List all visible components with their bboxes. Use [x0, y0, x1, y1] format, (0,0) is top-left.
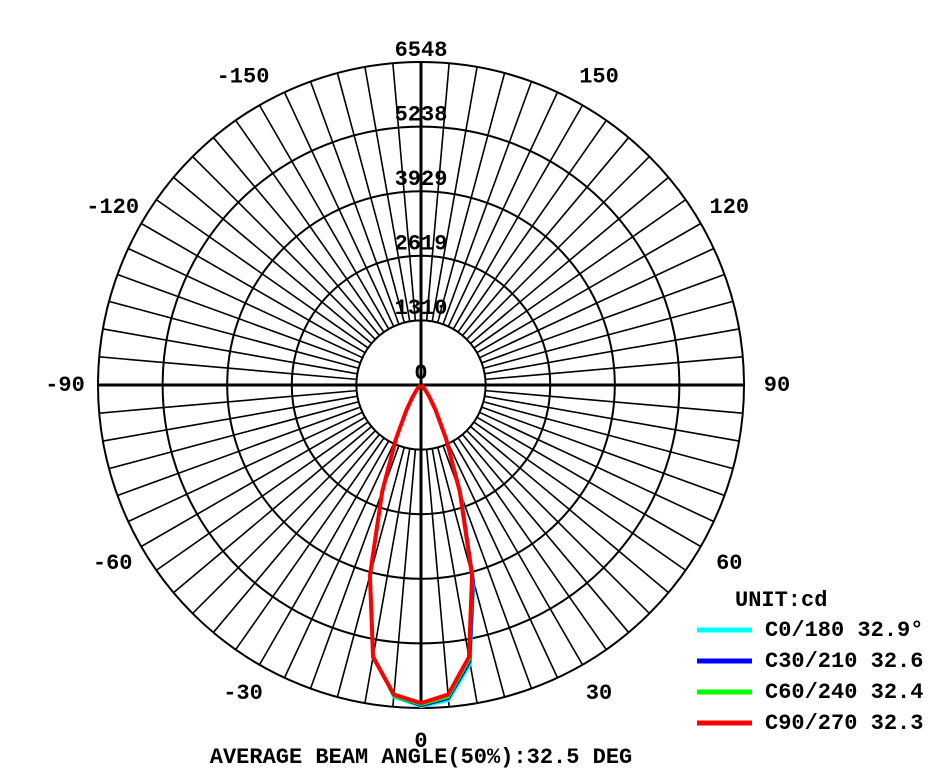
unit-label: UNIT:cd	[735, 588, 827, 613]
r-tick-label: 2619	[395, 232, 448, 257]
theta-tick-label: -120	[86, 195, 139, 220]
series-line	[367, 383, 475, 706]
r-tick-label: 1310	[395, 296, 448, 321]
theta-tick-label: -30	[223, 681, 263, 706]
chart-title: AVERAGE BEAM ANGLE(50%):32.5 DEG	[210, 745, 632, 770]
theta-tick-label: 120	[710, 195, 750, 220]
r-tick-label: 5238	[395, 102, 448, 127]
theta-tick-label: 60	[716, 551, 742, 576]
legend-label: C30/210 32.6	[765, 649, 923, 674]
legend-label: C90/270 32.3	[765, 711, 923, 736]
legend-label: C60/240 32.4	[765, 680, 923, 705]
r-tick-label: 6548	[395, 38, 448, 63]
theta-tick-label: 150	[579, 65, 619, 90]
theta-tick-label: 0	[414, 729, 427, 754]
theta-tick-label: 90	[764, 373, 790, 398]
r-tick-label: 3929	[395, 167, 448, 192]
theta-tick-label: -90	[45, 373, 85, 398]
theta-tick-label: -150	[217, 65, 270, 90]
theta-tick-label: -60	[93, 551, 133, 576]
r-tick-label: 0	[414, 361, 427, 386]
legend-label: C0/180 32.9°	[765, 618, 923, 643]
theta-tick-label: 30	[586, 681, 612, 706]
